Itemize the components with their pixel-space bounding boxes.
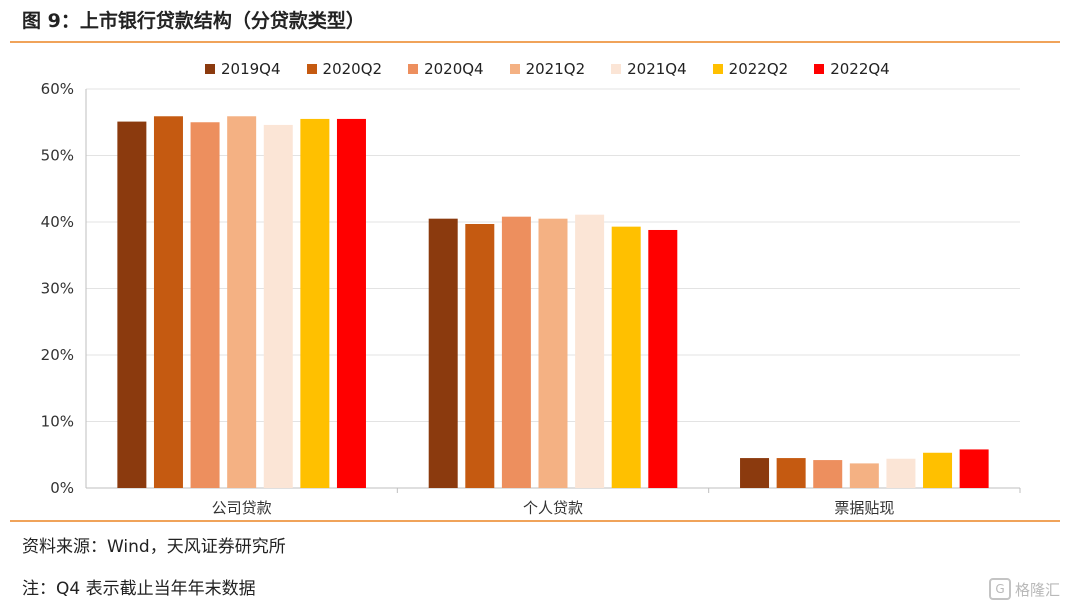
legend-label: 2022Q2 (728, 60, 789, 78)
x-tick-label: 票据贴现 (834, 499, 894, 517)
bar (538, 218, 568, 489)
bar (923, 452, 953, 488)
legend-swatch (611, 64, 622, 74)
bar (117, 121, 147, 489)
x-tick-label: 个人贷款 (523, 499, 583, 517)
y-tick-label: 10% (41, 413, 74, 431)
bar (263, 124, 293, 488)
legend-item: 2022Q4 (814, 60, 890, 78)
bar (776, 458, 806, 488)
bar (575, 214, 605, 488)
legend-item: 2021Q2 (509, 60, 586, 78)
legend-swatch (205, 64, 215, 74)
legend-item: 2019Q4 (205, 60, 281, 78)
top-rule (10, 41, 1060, 43)
legend-label: 2021Q2 (525, 60, 586, 78)
legend-item: 2021Q4 (611, 60, 687, 78)
y-tick-label: 40% (41, 213, 74, 231)
bar-chart: 0% 10% 20% 30% 40% 50% 60% 公司贷款 个人贷款 票据贴现 (41, 80, 1021, 517)
legend-item: 2020Q2 (306, 60, 383, 78)
bar (465, 223, 495, 488)
figure-title: 图 9：上市银行贷款结构（分贷款类型） (22, 10, 365, 32)
bar (648, 229, 678, 489)
legend-label: 2022Q4 (830, 60, 890, 78)
legend-swatch (509, 64, 520, 74)
y-tick-label: 20% (41, 346, 74, 364)
source-note: 资料来源：Wind，天风证券研究所 (22, 537, 286, 557)
watermark: G 格隆汇 (988, 578, 1060, 600)
legend-label: 2019Q4 (221, 60, 281, 78)
bar (886, 458, 916, 488)
legend-label: 2020Q2 (322, 60, 383, 78)
chart-legend: 2019Q4 2020Q2 2020Q4 2021Q2 2021Q4 2022Q2 2022… (205, 57, 890, 81)
bar (501, 216, 531, 488)
legend-swatch (814, 64, 825, 74)
footnote: 注：Q4 表示截止当年年末数据 (22, 579, 256, 599)
bar (153, 116, 183, 488)
bar (336, 118, 366, 489)
bar (300, 118, 330, 489)
bar (813, 460, 843, 488)
legend-label: 2020Q4 (424, 60, 484, 78)
legend-label: 2021Q4 (627, 60, 687, 78)
legend-swatch (306, 64, 317, 74)
bar (428, 218, 458, 489)
y-tick-label: 0% (50, 479, 74, 497)
watermark-text: 格隆汇 (1014, 580, 1060, 599)
bar (740, 458, 770, 488)
y-tick-label: 30% (41, 280, 74, 298)
y-tick-label: 60% (41, 80, 74, 98)
y-tick-label: 50% (41, 147, 74, 165)
bar (611, 226, 641, 488)
legend-swatch (408, 64, 419, 74)
bottom-rule (10, 520, 1060, 522)
legend-swatch (712, 64, 723, 74)
bar (227, 116, 257, 488)
watermark-logo-icon: G (988, 578, 1011, 600)
bar (849, 463, 879, 488)
x-tick-label: 公司贷款 (212, 499, 272, 517)
legend-item: 2022Q2 (712, 60, 789, 78)
legend-item: 2020Q4 (408, 60, 484, 78)
bar (190, 122, 220, 488)
bar (959, 449, 989, 488)
